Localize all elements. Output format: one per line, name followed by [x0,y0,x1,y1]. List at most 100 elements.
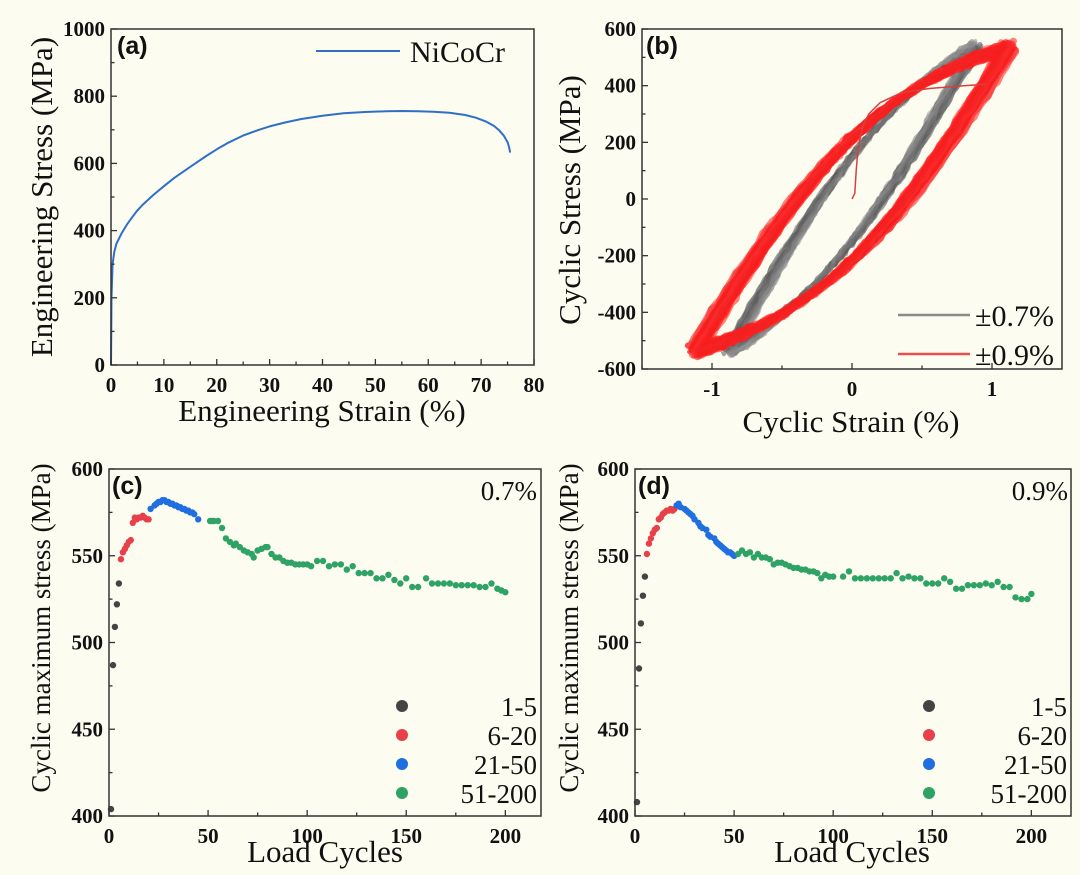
point-51-200 [982,580,989,587]
y-tick-label: 1000 [63,17,105,41]
panel-a-marks [110,110,512,366]
hysteresis-loop-0-9 [695,43,1009,354]
point-6-20 [643,550,651,558]
legend-label: 6-20 [488,721,538,751]
y-tick-label: 0 [95,353,106,377]
hysteresis-loop-0-9 [697,47,1007,351]
panel-b-marks [684,37,1020,361]
hysteresis-loop-0-7 [730,40,974,358]
point-51-200 [391,576,398,584]
point-51-200 [746,549,754,556]
point-51-200 [476,583,483,591]
panel-c-label: (c) [112,472,143,500]
hysteresis-loop-0-7 [727,42,979,356]
point-51-200 [964,582,972,589]
hysteresis-loop-0-7 [729,41,976,358]
point-6-20 [117,556,125,563]
x-tick-label: 200 [1016,824,1048,848]
panel-a-ylabel: Engineering Stress (MPa) [24,37,59,357]
point-51-200 [845,568,853,575]
point-6-20 [653,524,660,532]
point-51-200 [428,580,436,587]
y-tick-label: 600 [74,151,106,175]
y-tick-label: 550 [598,544,630,568]
point-1-5 [113,601,121,608]
point-51-200 [881,575,888,582]
panel-a-frame [110,28,535,366]
point-6-20 [645,540,653,547]
panel-d-ticks: 0 50 100 150 200 400 450 500 550 600 [598,457,1048,848]
point-51-200 [1018,595,1025,603]
point-51-200 [941,575,948,582]
point-51-200 [403,575,410,582]
y-tick-label: 500 [72,631,104,655]
panel-d: 0 50 100 150 200 400 450 500 550 600 (d) 0.9% 1-5… [554,457,1072,869]
x-tick-label: 0 [630,824,641,848]
y-tick-label: 400 [72,804,104,828]
point-51-200 [307,563,315,570]
x-tick-label: 0 [847,377,858,401]
legend-marker [923,700,935,712]
y-tick-label: -600 [598,357,637,381]
point-21-50 [195,516,202,523]
point-51-200 [440,580,448,587]
panel-b-legend-label-0: ±0.7% [975,300,1054,333]
x-tick-label: 70 [471,373,492,397]
hysteresis-loop-0-9 [692,46,1010,352]
x-tick-label: 50 [365,373,386,397]
legend-label: 1-5 [501,692,537,722]
point-51-200 [970,582,978,589]
point-21-50 [191,510,198,518]
point-51-200 [830,573,837,580]
panel-d-ylabel: Cyclic maximum stress (MPa) [554,463,584,792]
point-51-200 [355,569,362,577]
point-51-200 [343,566,350,573]
point-51-200 [250,554,257,561]
panel-b-xlabel: Cyclic Strain (%) [743,404,960,439]
y-tick-label: 400 [74,219,106,243]
x-tick-label: 150 [390,824,422,848]
point-51-200 [214,517,222,525]
point-51-200 [839,573,847,580]
point-51-200 [379,575,386,582]
panel-d-label: (d) [638,472,670,500]
panel-b: -1 0 1 -600 -400 -200 0 200 400 600 (b) ±0.7% ±0.… [552,17,1063,439]
point-51-200 [414,583,422,591]
point-51-200 [917,575,924,582]
panel-a-xlabel: Engineering Strain (%) [178,393,466,428]
panel-a-legend-label: NiCoCr [410,36,505,69]
hysteresis-loop-0-9 [693,38,1012,361]
y-tick-label: 200 [74,286,106,310]
y-tick-label: -400 [598,300,637,324]
panel-b-ylabel: Cyclic Stress (MPa) [552,75,587,325]
point-6-20 [127,536,134,544]
x-tick-label: 50 [198,824,219,848]
panel-c-ylabel: Cyclic maximum stress (MPa) [26,463,56,792]
y-tick-label: 800 [74,84,106,108]
point-51-200 [766,556,773,563]
hysteresis-loop-0-7 [727,40,978,357]
point-51-200 [397,580,404,587]
x-tick-label: 0 [106,373,117,397]
hysteresis-loop-0-7 [729,45,976,351]
point-51-200 [935,580,942,587]
y-tick-label: 400 [605,74,637,98]
point-51-200 [452,582,459,589]
y-tick-label: 200 [605,130,637,154]
point-51-200 [488,580,495,587]
point-51-200 [331,561,339,568]
point-51-200 [385,571,392,578]
point-51-200 [218,524,226,532]
point-51-200 [502,589,509,596]
point-51-200 [863,575,871,582]
x-tick-label: 200 [490,824,522,848]
point-1-5 [111,623,119,631]
legend-label: 51-200 [461,779,538,809]
point-6-20 [647,535,655,542]
series-line-nicocr [110,110,512,366]
point-51-200 [857,575,865,582]
point-21-50 [703,526,710,533]
point-51-200 [482,583,489,591]
